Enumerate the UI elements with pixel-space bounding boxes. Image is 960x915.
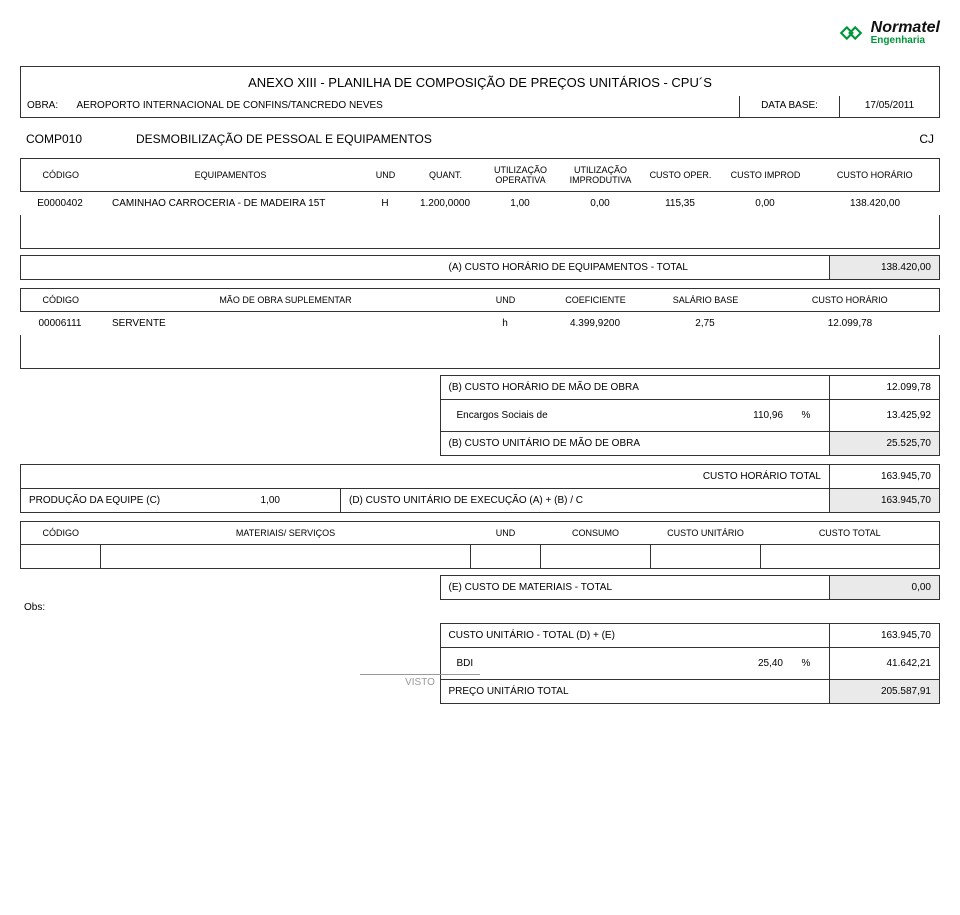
mao-codigo: 00006111 [20,312,100,335]
mao-bu-val: 25.525,70 [830,432,940,456]
visto-text: VISTO [360,674,480,688]
mao-bu-label: (B) CUSTO UNITÁRIO DE MÃO DE OBRA [440,432,830,456]
enc-sym: % [791,404,821,427]
mao-hdr-und: UND [471,289,541,312]
mao-hdr-sal: SALÁRIO BASE [651,289,761,312]
mao-hdr-desc: MÃO DE OBRA SUPLEMENTAR [101,289,471,312]
mat-e-val: 0,00 [830,576,940,600]
bdi-sym: % [791,652,821,675]
obra-value: AEROPORTO INTERNACIONAL DE CONFINS/TANCR… [71,96,740,118]
enc-label: Encargos Sociais de [449,404,722,427]
doc-title: ANEXO XIII - PLANILHA DE COMPOSIÇÃO DE P… [21,67,940,97]
bdi-pct: 25,40 [721,652,791,675]
enc-pct: 110,96 [721,404,791,427]
logo-name: Normatel [871,20,940,36]
mat-e-label: (E) CUSTO DE MATERIAIS - TOTAL [440,576,830,600]
de-val: 163.945,70 [830,624,940,648]
prod-val: 1,00 [201,489,341,513]
equip-data: E0000402 CAMINHAO CARROCERIA - DE MADEIR… [20,192,940,215]
logo-icon [837,21,865,45]
prod-label: PRODUÇÃO DA EQUIPE (C) [21,489,201,513]
mat-hdr-cu: CUSTO UNITÁRIO [651,522,761,545]
equip-total-label: (A) CUSTO HORÁRIO DE EQUIPAMENTOS - TOTA… [441,256,830,280]
cell-quant: 1.200,0000 [410,192,480,215]
preco-val: 205.587,91 [830,680,940,704]
comp-desc: DESMOBILIZAÇÃO DE PESSOAL E EQUIPAMENTOS [130,126,880,152]
mat-data [20,545,940,569]
preco-label: PREÇO UNITÁRIO TOTAL [440,680,830,704]
exec-hor-val: 163.945,70 [830,465,940,489]
equip-total: (A) CUSTO HORÁRIO DE EQUIPAMENTOS - TOTA… [20,255,940,280]
mat-hdr-desc: MATERIAIS/ SERVIÇOS [101,522,471,545]
cell-custo-hor: 138.420,00 [810,192,940,215]
comp-code: COMP010 [20,126,130,152]
mao-header: CÓDIGO MÃO DE OBRA SUPLEMENTAR UND COEFI… [20,288,940,312]
mat-hdr-ct: CUSTO TOTAL [761,522,940,545]
mao-b-label: (B) CUSTO HORÁRIO DE MÃO DE OBRA [440,376,830,400]
mat-total: (E) CUSTO DE MATERIAIS - TOTAL 0,00 [20,575,940,600]
bdi-label: BDI [449,652,722,675]
hdr-codigo: CÓDIGO [21,159,101,192]
logo-area: Normatel Engenharia [20,20,940,46]
cell-util-improd: 0,00 [560,192,640,215]
title-block: ANEXO XIII - PLANILHA DE COMPOSIÇÃO DE P… [20,66,940,118]
exec-d-val: 163.945,70 [830,489,940,513]
comp-unit: CJ [880,126,940,152]
exec-d-label: (D) CUSTO UNITÁRIO DE EXECUÇÃO (A) + (B)… [341,489,830,513]
mat-hdr-und: UND [471,522,541,545]
mat-hdr-codigo: CÓDIGO [21,522,101,545]
de-label: CUSTO UNITÁRIO - TOTAL (D) + (E) [440,624,830,648]
logo-text: Normatel Engenharia [871,20,940,46]
obs-label: Obs: [20,600,940,615]
equip-total-val: 138.420,00 [830,256,940,280]
mao-sal: 2,75 [650,312,760,335]
mao-hdr-custo: CUSTO HORÁRIO [761,289,940,312]
logo-sub: Engenharia [871,36,940,46]
mao-hdr-codigo: CÓDIGO [21,289,101,312]
mao-desc: SERVENTE [100,312,470,335]
mat-header: CÓDIGO MATERIAIS/ SERVIÇOS UND CONSUMO C… [20,521,940,545]
exec-block: CUSTO HORÁRIO TOTAL 163.945,70 PRODUÇÃO … [20,464,940,513]
date-label: DATA BASE: [740,96,840,118]
hdr-quant: QUANT. [411,159,481,192]
mao-data: 00006111 SERVENTE h 4.399,9200 2,75 12.0… [20,312,940,335]
comp-row: COMP010 DESMOBILIZAÇÃO DE PESSOAL E EQUI… [20,126,940,152]
hdr-util-improd: UTILIZAÇÃO IMPRODUTIVA [561,159,641,192]
hdr-custo-improd: CUSTO IMPROD [721,159,811,192]
hdr-custo-hor: CUSTO HORÁRIO [811,159,940,192]
cell-und: H [360,192,410,215]
mao-hdr-coef: COEFICIENTE [541,289,651,312]
hdr-util-oper: UTILIZAÇÃO OPERATIVA [481,159,561,192]
hdr-custo-oper: CUSTO OPER. [641,159,721,192]
mao-b-val: 12.099,78 [830,376,940,400]
mat-hdr-cons: CONSUMO [541,522,651,545]
equip-header: CÓDIGO EQUIPAMENTOS UND QUANT. UTILIZAÇÃ… [20,158,940,192]
visto-stamp: VISTO [360,674,480,688]
obra-label: OBRA: [21,96,71,118]
cell-util-oper: 1,00 [480,192,560,215]
cell-custo-oper: 115,35 [640,192,720,215]
mao-custo: 12.099,78 [760,312,940,335]
hdr-und: UND [361,159,411,192]
final-totals: CUSTO UNITÁRIO - TOTAL (D) + (E) 163.945… [20,623,940,704]
date-value: 17/05/2011 [840,96,940,118]
cell-codigo: E0000402 [20,192,100,215]
enc-val: 13.425,92 [830,400,940,432]
mao-und: h [470,312,540,335]
exec-hor-label: CUSTO HORÁRIO TOTAL [341,465,830,489]
hdr-equip: EQUIPAMENTOS [101,159,361,192]
mao-coef: 4.399,9200 [540,312,650,335]
mao-summary: (B) CUSTO HORÁRIO DE MÃO DE OBRA 12.099,… [20,375,940,456]
cell-desc: CAMINHAO CARROCERIA - DE MADEIRA 15T [100,192,360,215]
bdi-val: 41.642,21 [830,648,940,680]
cell-custo-improd: 0,00 [720,192,810,215]
